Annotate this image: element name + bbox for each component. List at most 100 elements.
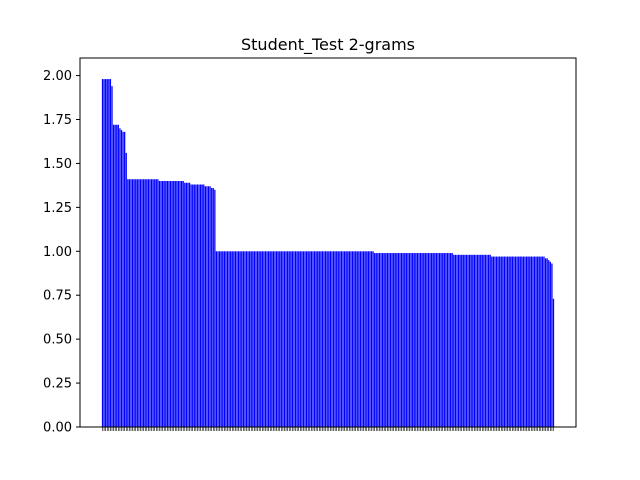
bar [533, 256, 536, 427]
bar [502, 256, 504, 427]
bar [233, 251, 235, 427]
bar [448, 253, 450, 427]
bar [356, 251, 358, 427]
bar [476, 254, 479, 427]
bar [111, 86, 113, 428]
bar [541, 256, 544, 427]
bar [220, 251, 222, 427]
bar [155, 179, 157, 427]
bar [225, 251, 227, 427]
bar [187, 182, 189, 427]
bar [112, 124, 115, 428]
bar [532, 256, 534, 427]
bar [514, 256, 517, 427]
bar [362, 251, 365, 427]
bar [540, 256, 542, 427]
bar [116, 124, 118, 428]
bar [353, 251, 355, 427]
bar [367, 251, 369, 427]
bar [280, 251, 282, 427]
bar [423, 253, 425, 427]
bar [380, 253, 382, 427]
bar [348, 251, 350, 427]
bar [336, 251, 338, 427]
bar [400, 253, 403, 427]
bar [157, 179, 159, 427]
bar [199, 184, 202, 427]
bar [282, 251, 284, 427]
bar [404, 253, 406, 427]
bar [378, 253, 381, 427]
bar [326, 251, 328, 427]
bar [256, 251, 259, 427]
bar [250, 251, 252, 427]
bar [247, 251, 249, 427]
bar [518, 256, 520, 427]
bar [190, 184, 192, 427]
bar [347, 251, 349, 427]
bar [163, 181, 165, 427]
bar [135, 179, 137, 427]
bar [146, 179, 148, 427]
y-tick-label: 0.75 [43, 289, 72, 304]
bar [207, 186, 210, 427]
bar [307, 251, 309, 427]
bar [399, 253, 401, 427]
bar [193, 184, 195, 427]
bar [505, 256, 507, 427]
bar [329, 251, 332, 427]
bar [162, 181, 164, 427]
bar [217, 251, 219, 427]
bar [494, 256, 496, 427]
bar [236, 251, 238, 427]
bar [306, 251, 308, 427]
bar [239, 251, 241, 427]
bar [506, 256, 509, 427]
bar [222, 251, 224, 427]
bar [413, 253, 415, 427]
y-tick-label: 1.25 [43, 201, 72, 216]
bar [124, 131, 126, 428]
bar [391, 253, 393, 427]
bar [182, 181, 184, 427]
bar [179, 181, 181, 427]
bar [462, 254, 464, 427]
bar [522, 256, 525, 427]
bar [437, 253, 439, 427]
bar [470, 254, 472, 427]
bar [160, 181, 162, 427]
bar [260, 251, 262, 427]
bar [177, 181, 180, 427]
bar [131, 179, 134, 427]
bar [464, 254, 466, 427]
bar [366, 251, 368, 427]
bar [446, 253, 449, 427]
bar [241, 251, 243, 427]
bar [486, 254, 488, 427]
bar [546, 258, 548, 427]
bar [429, 253, 431, 427]
bar [415, 253, 417, 427]
bar [165, 181, 167, 427]
bar [144, 179, 146, 427]
bar [456, 254, 458, 427]
bar [467, 254, 469, 427]
bar [158, 181, 161, 427]
bar [427, 253, 430, 427]
bar [431, 253, 433, 427]
bar [524, 256, 526, 427]
bar [122, 131, 124, 428]
bar [340, 251, 343, 427]
bar [263, 251, 265, 427]
bar [171, 181, 173, 427]
bar [296, 251, 298, 427]
bar [551, 263, 553, 427]
bar [374, 253, 376, 427]
bar [298, 251, 300, 427]
bar [198, 184, 200, 427]
bar [435, 253, 438, 427]
bar [290, 251, 292, 427]
bar [226, 251, 229, 427]
bar [223, 251, 225, 427]
